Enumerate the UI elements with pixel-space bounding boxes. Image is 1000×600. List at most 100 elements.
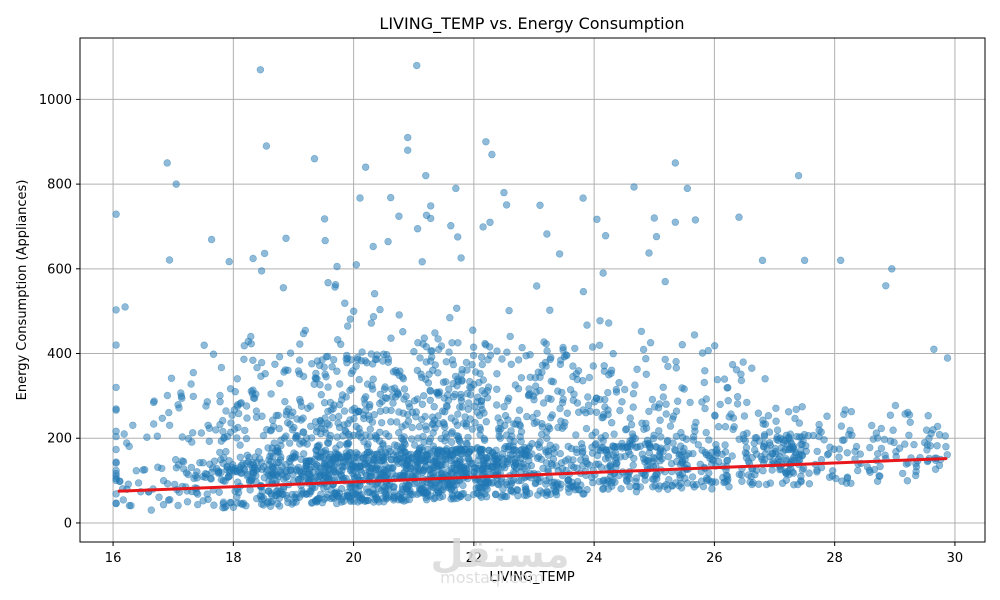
scatter-point bbox=[607, 419, 616, 427]
scatter-point bbox=[738, 477, 746, 485]
scatter-point bbox=[813, 468, 821, 476]
scatter-point bbox=[865, 466, 874, 474]
scatter-point bbox=[665, 476, 673, 484]
scatter-point bbox=[449, 360, 458, 369]
scatter-point bbox=[294, 367, 303, 375]
scatter-point bbox=[898, 469, 907, 478]
scatter-point bbox=[853, 466, 862, 475]
scatter-point bbox=[416, 465, 425, 473]
scatter-point bbox=[158, 414, 167, 422]
scatter-point bbox=[548, 461, 556, 469]
scatter-point bbox=[356, 194, 364, 202]
scatter-point bbox=[387, 406, 395, 415]
scatter-point bbox=[449, 493, 457, 501]
scatter-point bbox=[376, 399, 384, 408]
scatter-point bbox=[637, 327, 646, 336]
scatter-point bbox=[546, 306, 554, 314]
scatter-point bbox=[676, 442, 685, 450]
scatter-point bbox=[174, 401, 182, 409]
scatter-point bbox=[344, 430, 353, 438]
scatter-point bbox=[385, 492, 393, 500]
scatter-point bbox=[276, 456, 285, 464]
scatter-point bbox=[796, 446, 805, 454]
scatter-point bbox=[486, 343, 494, 351]
scatter-point bbox=[400, 493, 408, 501]
scatter-point bbox=[433, 389, 441, 397]
scatter-point bbox=[354, 407, 362, 416]
scatter-point bbox=[733, 400, 742, 408]
scatter-point bbox=[512, 420, 520, 428]
scatter-point bbox=[650, 431, 658, 439]
scatter-point bbox=[377, 448, 386, 456]
scatter-point bbox=[661, 355, 669, 364]
scatter-point bbox=[205, 437, 214, 445]
scatter-point bbox=[504, 454, 512, 463]
scatter-point bbox=[672, 364, 680, 372]
scatter-point bbox=[604, 454, 613, 462]
scatter-point bbox=[280, 475, 288, 483]
data-points bbox=[112, 61, 952, 514]
scatter-point bbox=[629, 403, 637, 411]
scatter-point bbox=[286, 439, 294, 447]
scatter-point bbox=[500, 403, 508, 411]
scatter-point bbox=[369, 375, 377, 383]
scatter-point bbox=[253, 363, 261, 372]
scatter-point bbox=[797, 477, 805, 485]
scatter-point bbox=[299, 428, 308, 436]
scatter-point bbox=[476, 446, 484, 455]
scatter-point bbox=[618, 398, 626, 406]
scatter-point bbox=[476, 423, 484, 432]
scatter-point bbox=[379, 440, 387, 448]
scatter-point bbox=[457, 393, 465, 402]
scatter-point bbox=[209, 350, 218, 358]
scatter-point bbox=[628, 430, 637, 438]
scatter-point bbox=[607, 369, 615, 377]
scatter-point bbox=[204, 421, 212, 429]
scatter-point bbox=[276, 379, 284, 388]
scatter-point bbox=[892, 448, 900, 456]
scatter-point bbox=[441, 423, 449, 431]
scatter-point bbox=[274, 411, 282, 420]
scatter-point bbox=[496, 434, 504, 442]
scatter-point bbox=[207, 235, 216, 244]
scatter-point bbox=[686, 398, 694, 407]
scatter-point bbox=[572, 445, 580, 453]
scatter-point bbox=[492, 446, 500, 454]
scatter-point bbox=[671, 479, 680, 487]
scatter-point bbox=[543, 347, 551, 355]
scatter-point bbox=[700, 378, 708, 387]
scatter-point bbox=[773, 426, 782, 434]
scatter-point bbox=[579, 287, 588, 296]
scatter-point bbox=[343, 359, 351, 367]
scatter-point bbox=[545, 424, 554, 433]
scatter-point bbox=[125, 442, 133, 451]
scatter-point bbox=[295, 493, 304, 501]
scatter-point-outlier bbox=[758, 256, 767, 265]
scatter-point bbox=[150, 420, 158, 428]
scatter-point bbox=[933, 422, 942, 431]
scatter-point bbox=[820, 436, 828, 444]
scatter-point bbox=[493, 468, 502, 476]
scatter-point bbox=[632, 474, 641, 482]
scatter-point bbox=[536, 487, 544, 495]
scatter-point bbox=[494, 414, 502, 422]
scatter-point bbox=[353, 353, 362, 362]
scatter-point bbox=[557, 459, 566, 467]
scatter-point bbox=[742, 453, 751, 462]
scatter-point bbox=[451, 372, 460, 381]
scatter-point bbox=[199, 459, 207, 467]
scatter-point bbox=[906, 418, 914, 426]
scatter-point bbox=[129, 421, 137, 429]
scatter-point bbox=[504, 445, 513, 454]
scatter-point bbox=[772, 417, 780, 425]
scatter-point bbox=[254, 448, 263, 456]
scatter-point bbox=[841, 406, 849, 414]
scatter-point bbox=[514, 356, 523, 364]
scatter-point bbox=[355, 375, 363, 384]
scatter-point bbox=[381, 394, 390, 402]
scatter-point bbox=[847, 407, 856, 416]
scatter-point bbox=[924, 412, 932, 420]
scatter-point bbox=[387, 418, 395, 426]
scatter-point bbox=[355, 424, 363, 433]
scatter-point bbox=[364, 488, 372, 496]
